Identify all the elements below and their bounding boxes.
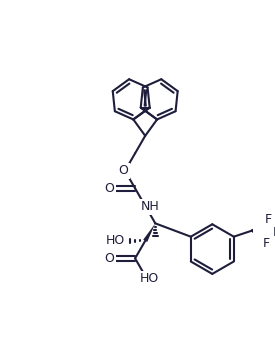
Text: F: F — [263, 237, 270, 250]
Polygon shape — [143, 223, 155, 242]
Text: NH: NH — [141, 200, 159, 213]
Text: O: O — [104, 252, 114, 265]
Text: O: O — [104, 182, 114, 195]
Text: HO: HO — [106, 234, 125, 247]
Text: O: O — [118, 164, 128, 177]
Text: F: F — [272, 226, 275, 239]
Text: HO: HO — [139, 272, 158, 285]
Text: F: F — [265, 213, 272, 226]
